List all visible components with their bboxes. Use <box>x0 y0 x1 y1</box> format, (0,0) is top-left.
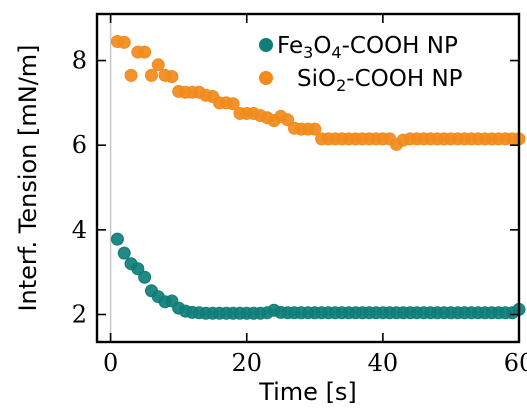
x-tick-label: 40 <box>368 349 399 377</box>
data-point <box>281 113 295 127</box>
y-tick-label: 6 <box>72 131 87 159</box>
legend-marker <box>259 38 273 52</box>
plot-frame <box>95 12 521 344</box>
data-point <box>138 270 152 284</box>
data-point <box>117 35 131 49</box>
x-tick-label: 0 <box>103 349 118 377</box>
y-tick-label: 2 <box>72 300 87 328</box>
x-tick-label: 20 <box>231 349 262 377</box>
y-tick-label: 4 <box>72 216 87 244</box>
data-point <box>110 232 124 246</box>
legend-label: SiO2-COOH NP <box>297 66 463 95</box>
data-point <box>308 122 322 136</box>
legend-label: Fe3O4-COOH NP <box>277 33 458 62</box>
series-sio2 <box>110 35 526 151</box>
data-point <box>151 58 165 72</box>
legend-marker <box>259 71 273 85</box>
data-point <box>226 97 240 111</box>
legend: Fe3O4-COOH NP SiO2-COOH NP <box>259 33 463 95</box>
y-tick-label: 8 <box>72 47 87 75</box>
data-point <box>138 45 152 59</box>
data-point <box>144 68 158 82</box>
series-fe3o4 <box>110 232 526 320</box>
data-point <box>124 68 138 82</box>
x-tick-label: 60 <box>504 349 527 377</box>
data-point <box>117 246 131 260</box>
y-axis-label: Interf. Tension [mN/m] <box>14 44 42 311</box>
x-axis-label: Time [s] <box>258 378 357 406</box>
data-point <box>165 70 179 84</box>
data-point <box>131 262 145 276</box>
